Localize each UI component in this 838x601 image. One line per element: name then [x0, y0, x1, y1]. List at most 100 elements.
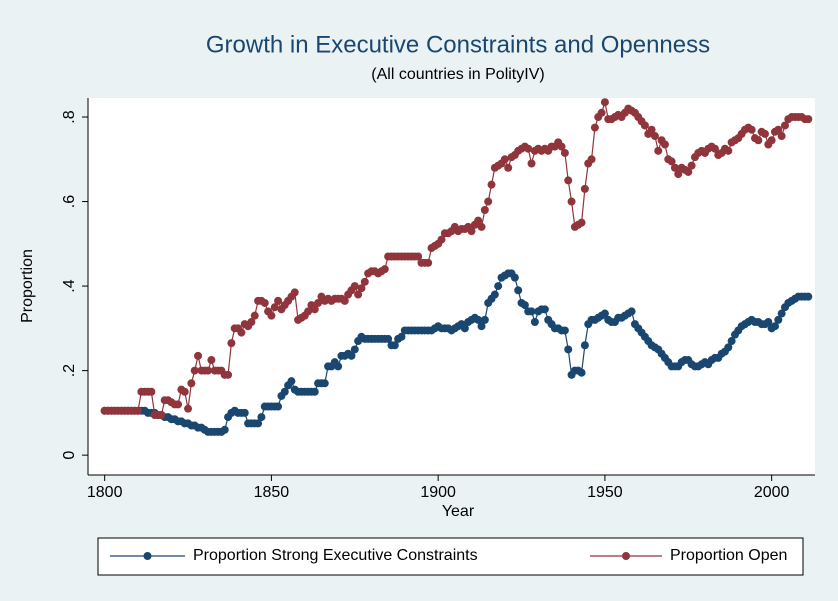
series-marker	[580, 341, 589, 350]
series-marker	[204, 366, 213, 375]
series-marker	[767, 136, 776, 145]
series-marker	[134, 406, 143, 415]
legend-label: Proportion Strong Executive Constraints	[193, 547, 478, 564]
series-marker	[360, 277, 369, 286]
series-marker	[350, 282, 359, 291]
series-marker	[764, 318, 773, 327]
series-marker	[640, 121, 649, 130]
series-marker	[687, 161, 696, 170]
series-marker	[777, 309, 786, 318]
x-tick-label: 1950	[587, 484, 623, 501]
series-marker	[347, 351, 356, 360]
series-marker	[580, 184, 589, 193]
x-tick-label: 1850	[254, 484, 290, 501]
series-marker	[774, 315, 783, 324]
series-marker	[274, 402, 283, 411]
y-tick-label: 0	[61, 451, 78, 460]
series-marker	[754, 136, 763, 145]
series-marker	[804, 115, 813, 124]
series-marker	[770, 322, 779, 331]
series-marker	[270, 303, 279, 312]
chart-title: Growth in Executive Constraints and Open…	[206, 31, 710, 58]
series-marker	[527, 159, 536, 168]
series-marker	[474, 216, 483, 225]
series-marker	[674, 170, 683, 179]
series-marker	[494, 282, 503, 291]
series-marker	[520, 301, 529, 310]
series-marker	[670, 163, 679, 172]
series-marker	[314, 298, 323, 307]
series-marker	[557, 142, 566, 151]
series-marker	[384, 334, 393, 343]
series-marker	[524, 144, 533, 153]
series-marker	[187, 379, 196, 388]
legend-marker	[622, 552, 630, 560]
series-marker	[147, 387, 156, 396]
series-marker	[777, 132, 786, 141]
y-axis-label: Proportion	[19, 249, 36, 323]
series-marker	[747, 125, 756, 134]
series-marker	[397, 332, 406, 341]
series-marker	[590, 123, 599, 132]
legend-marker	[143, 552, 152, 560]
series-marker	[597, 108, 606, 117]
series-marker	[587, 155, 596, 164]
series-marker	[510, 273, 519, 282]
series-marker	[240, 408, 249, 417]
series-marker	[727, 337, 736, 346]
series-marker	[710, 144, 719, 153]
series-marker	[460, 324, 469, 333]
series-marker	[437, 235, 446, 244]
series-marker	[467, 227, 476, 236]
series-marker	[180, 387, 189, 396]
series-marker	[194, 351, 203, 360]
series-marker	[320, 379, 329, 388]
x-tick-label: 1800	[87, 484, 123, 501]
series-marker	[514, 286, 523, 295]
y-tick-label: .8	[61, 110, 78, 123]
series-marker	[157, 410, 166, 419]
series-marker	[257, 413, 266, 422]
series-marker	[477, 222, 486, 231]
series-marker	[380, 265, 389, 274]
series-marker	[530, 318, 539, 327]
series-marker	[564, 176, 573, 185]
series-marker	[310, 305, 319, 314]
series-marker	[504, 163, 513, 172]
series-marker	[390, 341, 399, 350]
series-marker	[290, 288, 299, 297]
series-marker	[627, 307, 636, 316]
chart-subtitle: (All countries in PolityIV)	[371, 66, 544, 83]
series-marker	[564, 345, 573, 354]
y-tick-label: .6	[61, 195, 78, 208]
x-tick-label: 2000	[754, 484, 790, 501]
series-marker	[540, 305, 549, 314]
series-marker	[357, 284, 366, 293]
series-marker	[527, 307, 536, 316]
series-marker	[600, 98, 609, 107]
series-marker	[650, 132, 659, 141]
series-marker	[350, 345, 359, 354]
series-marker	[660, 140, 669, 149]
series-marker	[487, 180, 496, 189]
x-axis-label: Year	[442, 503, 475, 520]
series-marker	[804, 292, 813, 301]
series-marker	[220, 425, 229, 434]
series-marker	[480, 206, 489, 215]
series-marker	[577, 368, 586, 377]
series-marker	[267, 311, 276, 320]
series-marker	[490, 290, 499, 299]
series-marker	[424, 258, 433, 267]
x-tick-label: 1900	[420, 484, 456, 501]
series-marker	[477, 322, 486, 331]
y-tick-label: .4	[61, 279, 78, 292]
series-marker	[414, 252, 423, 261]
series-marker	[207, 356, 216, 365]
series-marker	[247, 318, 256, 327]
y-tick-label: .2	[61, 364, 78, 377]
series-marker	[304, 307, 313, 316]
series-marker	[480, 315, 489, 324]
series-marker	[287, 377, 296, 386]
series-marker	[224, 370, 233, 379]
